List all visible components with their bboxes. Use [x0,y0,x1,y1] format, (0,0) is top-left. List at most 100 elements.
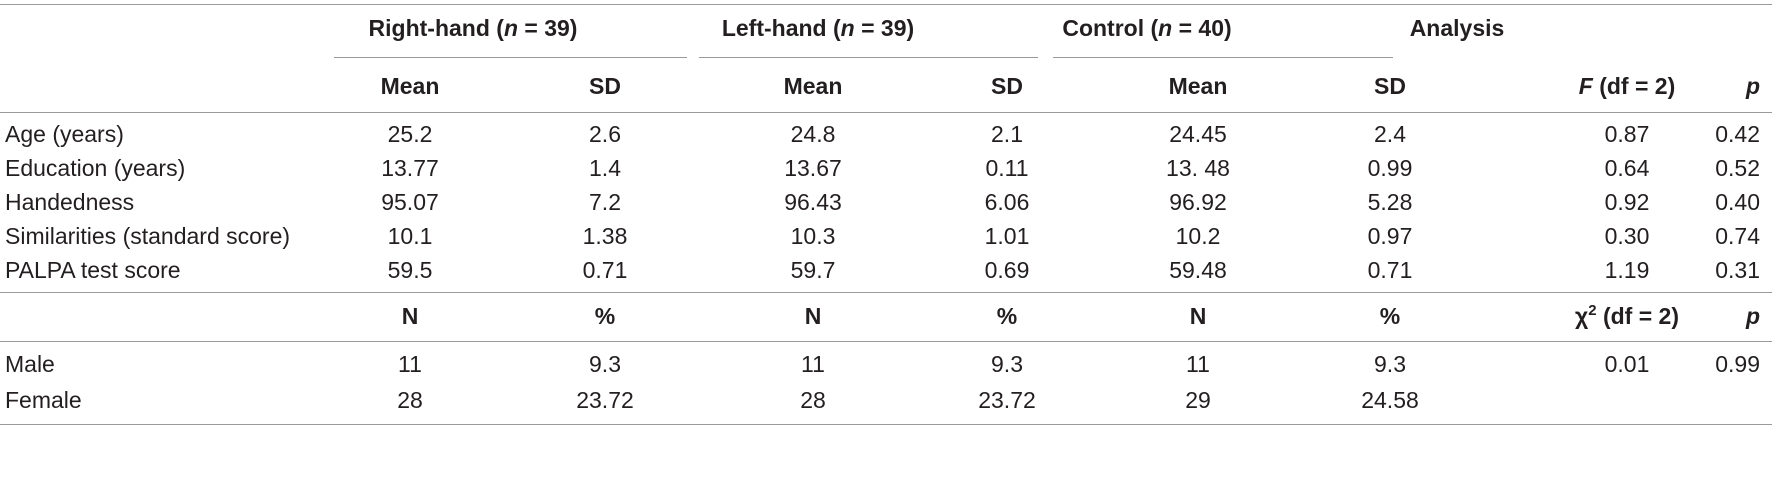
row-value: 96.92 [1169,189,1227,215]
row-value: 0.97 [1367,223,1413,249]
row-label: PALPA test score [5,257,181,283]
col-header-sd: SD [589,73,621,99]
group-header-right-hand: Right-hand (n = 39) [369,14,578,42]
group-name: Right-hand ( [368,15,504,41]
row-value: 13. 48 [1166,155,1230,181]
row-value: 28 [800,387,826,413]
row-value: 10.2 [1175,223,1221,249]
col-header-n: N [804,303,822,329]
row-value: 24.58 [1361,387,1419,413]
row-value: 13.67 [784,155,842,181]
row-value: 2.1 [991,121,1023,147]
row-value: 95.07 [381,189,439,215]
row-value: 24.45 [1169,121,1227,147]
n-symbol: n [503,15,518,41]
row-value: 0.92 [1604,189,1650,215]
row-value: 2.4 [1374,121,1406,147]
row-value: 59.5 [387,257,433,283]
row-value: 6.06 [984,189,1030,215]
row-label: Education (years) [5,155,186,181]
row-value: 23.72 [576,387,634,413]
df-label: (df = 2) [1592,73,1676,99]
group-rule-2 [699,57,1038,58]
col-header-pct: % [996,303,1018,329]
group-header-left-hand: Left-hand (n = 39) [722,14,914,42]
row-label: Male [5,351,55,377]
row-value: 0.71 [582,257,628,283]
group-size: = 39) [518,15,578,41]
row-value: 0.99 [1367,155,1413,181]
col-header-sd: SD [991,73,1023,99]
row-label: Handedness [5,189,135,215]
col-header-pct: % [594,303,616,329]
row-value: 23.72 [978,387,1036,413]
row-value: 1.19 [1604,257,1650,283]
row-value: 0.87 [1604,121,1650,147]
row-label: Age (years) [5,121,124,147]
col-header-pct: % [1379,303,1401,329]
group-name: Left-hand ( [721,15,841,41]
row-value: 0.30 [1604,223,1650,249]
col-header-mean: Mean [380,73,440,99]
group-size: = 39) [854,15,915,41]
analysis-header: Analysis [1409,15,1505,41]
row-value: 11 [801,351,825,377]
row-value: 9.3 [1374,351,1406,377]
row-value: 9.3 [589,351,621,377]
row-value: 0.71 [1367,257,1413,283]
col-header-f-stat: F (df = 2) [1579,72,1675,100]
row-value: 59.48 [1169,257,1227,283]
section-rule [0,292,1772,293]
chi-superscript: 2 [1588,302,1597,319]
col-header-n: N [401,303,419,329]
group-size: = 40) [1172,15,1232,41]
row-value-p: 0.31 [1715,257,1760,283]
row-value: 5.28 [1367,189,1413,215]
table-bottom-rule [0,424,1772,425]
row-value: 13.77 [381,155,439,181]
col-header-mean: Mean [783,73,843,99]
row-value: 25.2 [387,121,433,147]
col-header-mean: Mean [1168,73,1228,99]
col-header-n: N [1189,303,1207,329]
header-rule [0,112,1772,113]
row-value: 0.11 [985,155,1029,181]
row-value: 10.1 [387,223,433,249]
col-header-sd: SD [1374,73,1406,99]
row-value: 10.3 [790,223,836,249]
chi-symbol: χ [1574,303,1589,329]
row-label: Female [5,387,82,413]
row-value-p: 0.74 [1715,223,1760,249]
row-value-p: 0.42 [1715,121,1760,147]
row-label: Similarities (standard score) [5,223,291,249]
row-value-p: 0.40 [1715,189,1760,215]
df-label: (df = 2) [1596,303,1680,329]
count-header-rule [0,341,1772,342]
col-header-p: p [1745,73,1760,99]
row-value: 24.8 [790,121,836,147]
row-value: 1.01 [984,223,1030,249]
row-value: 11 [1186,351,1210,377]
row-value: 96.43 [784,189,842,215]
row-value: 59.7 [790,257,836,283]
group-rule-1 [334,57,687,58]
f-symbol: F [1578,73,1593,99]
row-value: 1.4 [589,155,621,181]
table-top-rule [0,4,1772,5]
row-value: 0.69 [984,257,1030,283]
row-value: 29 [1185,387,1211,413]
row-value-p: 0.52 [1715,155,1760,181]
row-value: 9.3 [991,351,1023,377]
group-name: Control ( [1062,15,1159,41]
n-symbol: n [840,15,855,41]
row-value: 28 [397,387,423,413]
row-value: 11 [398,351,422,377]
group-header-control: Control (n = 40) [1062,14,1231,42]
row-value: 7.2 [589,189,621,215]
n-symbol: n [1158,15,1173,41]
row-value: 0.01 [1604,351,1650,377]
row-value-p: 0.99 [1715,351,1760,377]
row-value: 1.38 [582,223,628,249]
col-header-p: p [1745,303,1760,329]
